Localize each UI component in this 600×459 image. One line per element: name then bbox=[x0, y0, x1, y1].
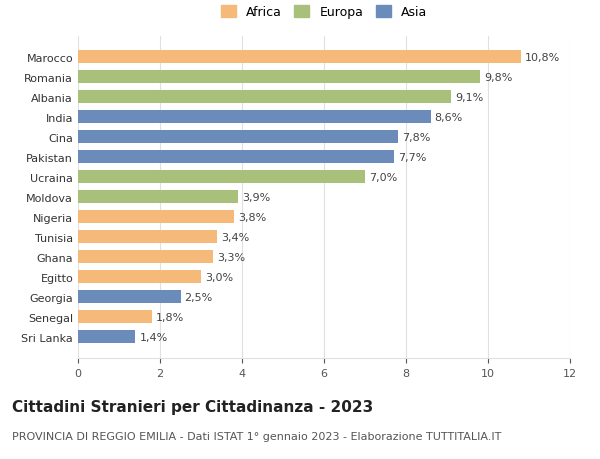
Bar bbox=[78, 111, 431, 124]
Bar bbox=[78, 211, 234, 224]
Text: 3,0%: 3,0% bbox=[205, 272, 233, 282]
Bar bbox=[78, 251, 214, 263]
Text: PROVINCIA DI REGGIO EMILIA - Dati ISTAT 1° gennaio 2023 - Elaborazione TUTTITALI: PROVINCIA DI REGGIO EMILIA - Dati ISTAT … bbox=[12, 431, 502, 442]
Bar bbox=[78, 51, 521, 64]
Text: 10,8%: 10,8% bbox=[525, 53, 560, 63]
Text: 9,1%: 9,1% bbox=[455, 93, 484, 103]
Bar bbox=[78, 91, 451, 104]
Bar bbox=[78, 231, 217, 244]
Text: 3,4%: 3,4% bbox=[221, 232, 250, 242]
Legend: Africa, Europa, Asia: Africa, Europa, Asia bbox=[216, 1, 432, 24]
Bar bbox=[78, 311, 152, 324]
Text: 7,8%: 7,8% bbox=[402, 133, 430, 143]
Bar bbox=[78, 191, 238, 204]
Text: 7,7%: 7,7% bbox=[398, 152, 426, 162]
Bar bbox=[78, 131, 398, 144]
Bar bbox=[78, 291, 181, 303]
Bar bbox=[78, 330, 136, 343]
Bar bbox=[78, 151, 394, 164]
Bar bbox=[78, 71, 480, 84]
Bar bbox=[78, 271, 201, 284]
Text: 9,8%: 9,8% bbox=[484, 73, 512, 83]
Text: 3,3%: 3,3% bbox=[217, 252, 245, 262]
Text: 1,4%: 1,4% bbox=[139, 332, 168, 342]
Text: 3,8%: 3,8% bbox=[238, 213, 266, 222]
Text: 8,6%: 8,6% bbox=[434, 112, 463, 123]
Bar bbox=[78, 171, 365, 184]
Text: 1,8%: 1,8% bbox=[156, 312, 184, 322]
Text: Cittadini Stranieri per Cittadinanza - 2023: Cittadini Stranieri per Cittadinanza - 2… bbox=[12, 399, 373, 414]
Text: 2,5%: 2,5% bbox=[185, 292, 213, 302]
Text: 7,0%: 7,0% bbox=[369, 173, 397, 182]
Text: 3,9%: 3,9% bbox=[242, 192, 270, 202]
